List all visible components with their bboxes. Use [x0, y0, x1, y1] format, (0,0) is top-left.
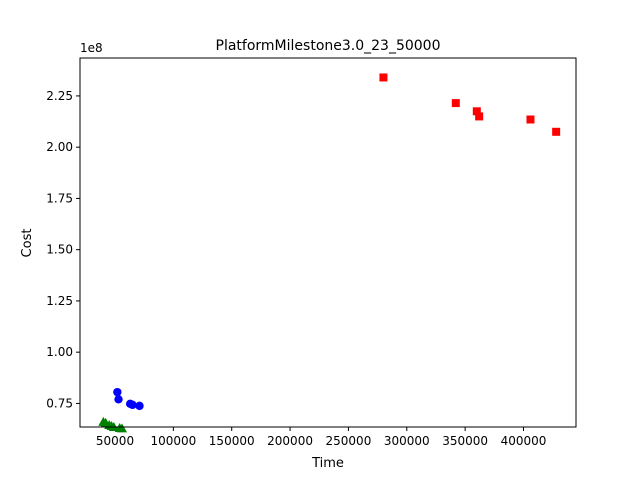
x-axis-label: Time [311, 456, 344, 471]
axis-ticks: 50000 100000 150000 200000 250000 300000 35000… [46, 89, 546, 448]
green-triangle-point [117, 423, 128, 433]
red-square-point [526, 115, 535, 124]
y-offset-label: 1e8 [80, 41, 103, 55]
chart-title: PlatformMilestone3.0_23_50000 [216, 38, 441, 54]
y-tick-label: 2.25 [46, 89, 73, 103]
x-tick-label: 350000 [442, 434, 488, 448]
x-tick-label: 150000 [209, 434, 255, 448]
x-tick-label: 400000 [501, 434, 547, 448]
blue-circle-point [135, 401, 144, 411]
blue-circle-point [113, 387, 122, 397]
data-points [98, 73, 561, 433]
x-tick-label: 300000 [384, 434, 430, 448]
x-tick-label: 250000 [326, 434, 372, 448]
red-square-point [451, 99, 460, 108]
y-tick-label: 0.75 [46, 396, 73, 410]
blue-circle-point [114, 395, 123, 404]
x-tick-label: 200000 [267, 434, 313, 448]
red-square-point [472, 107, 481, 116]
y-tick-label: 2.00 [46, 140, 73, 154]
red-square-point [475, 112, 484, 121]
red-square-point [552, 127, 561, 136]
y-tick-label: 1.50 [46, 243, 73, 257]
y-tick-label: 1.00 [46, 345, 73, 359]
y-tick-label: 1.25 [46, 294, 73, 308]
y-tick-label: 1.75 [46, 191, 73, 205]
x-tick-label: 100000 [150, 434, 196, 448]
y-axis-label: Cost [20, 229, 35, 258]
plot-frame [79, 57, 577, 428]
red-square-point [379, 73, 388, 82]
x-tick-label: 50000 [96, 434, 134, 448]
blue-circle-point [128, 400, 137, 410]
